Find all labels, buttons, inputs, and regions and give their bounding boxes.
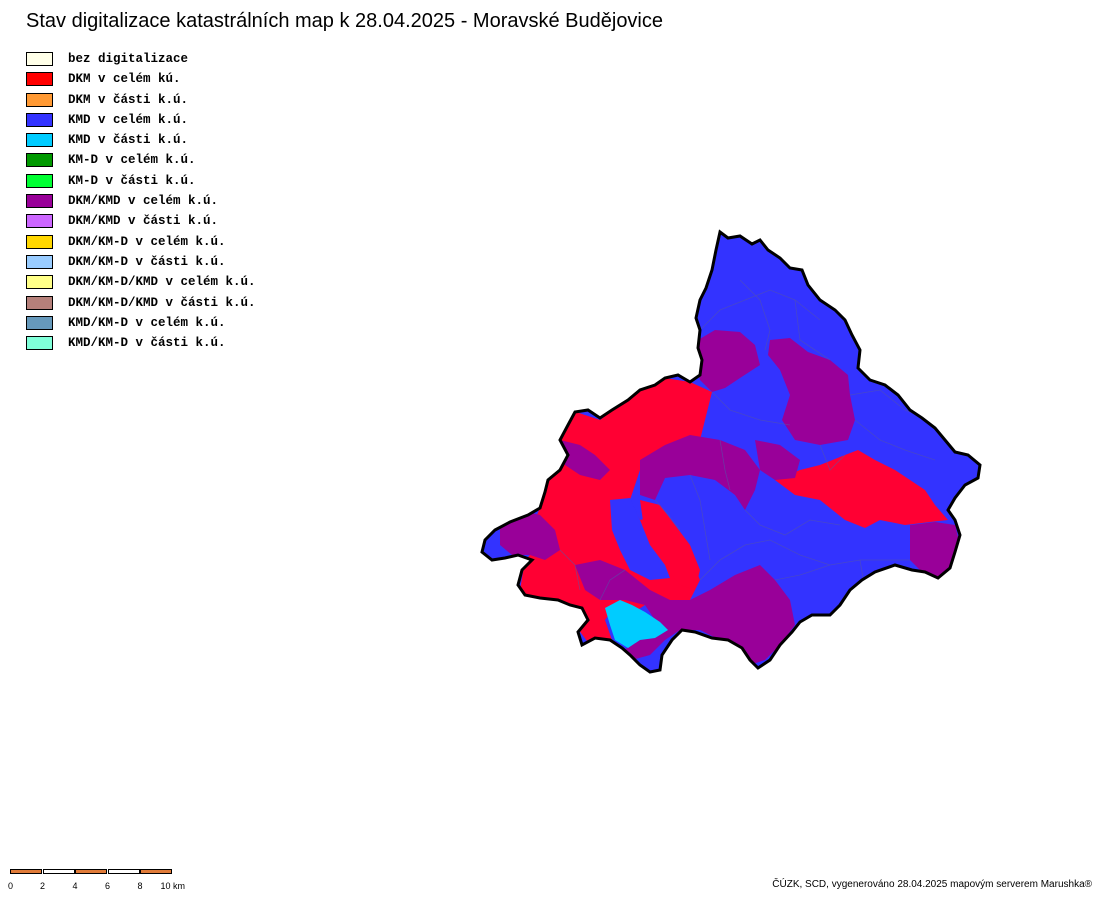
scale-tick-label: 8 [137, 881, 143, 891]
legend-swatch [26, 92, 53, 107]
region-kmd-pocket[interactable] [610, 498, 670, 580]
scale-tick-label: 4 [72, 881, 78, 891]
legend-swatch [26, 315, 53, 330]
legend-swatch [26, 275, 53, 290]
district-boundary [480, 229, 982, 674]
scale-segment [140, 869, 172, 874]
legend-swatch [26, 234, 53, 249]
region-dkm-kmd-south[interactable] [575, 560, 795, 665]
scale-segment [107, 869, 140, 874]
scale-segment [42, 869, 75, 874]
region-dkm-kmd-center[interactable] [640, 435, 760, 510]
legend-label: KMD/KM-D v části k.ú. [68, 336, 226, 351]
legend-swatch [26, 153, 53, 168]
legend-label: DKM/KM-D/KMD v celém k.ú. [68, 275, 256, 290]
legend-swatch [26, 112, 53, 127]
legend-label: KM-D v části k.ú. [68, 173, 196, 188]
scale-tick-label: 0 [8, 881, 14, 891]
legend-swatch [26, 133, 53, 148]
credits: ČÚZK, SCD, vygenerováno 28.04.2025 mapov… [772, 879, 1092, 890]
region-dkm-strip[interactable] [640, 500, 700, 590]
legend-swatch [26, 72, 53, 87]
scale-tick-label: 2 [39, 881, 46, 891]
scale-segment [75, 869, 107, 874]
scale-segment [10, 869, 42, 874]
legend-label: KMD/KM-D v celém k.ú. [68, 315, 226, 330]
region-dkm-east[interactable] [775, 450, 948, 528]
region-dkm-kmd-west[interactable] [500, 510, 560, 560]
legend-label: DKM/KM-D v celém k.ú. [68, 234, 226, 249]
legend-swatch [26, 254, 53, 269]
legend-swatch [26, 52, 53, 66]
legend-swatch [26, 214, 53, 229]
legend-label: KMD v části k.ú. [68, 133, 189, 148]
region-dkm-kmd-east[interactable] [910, 522, 960, 578]
legend-label: DKM/KM-D/KMD v části k.ú. [68, 295, 256, 310]
legend-swatch [26, 173, 53, 188]
region-dkm-kmd-north[interactable] [695, 330, 760, 392]
region-kmd-partial[interactable] [605, 600, 668, 648]
cadastral-borders [559, 279, 936, 606]
legend-label: DKM/KMD v části k.ú. [68, 214, 219, 229]
legend-swatch [26, 194, 53, 209]
legend-label: KM-D v celém k.ú. [68, 153, 196, 168]
legend-label: KMD v celém k.ú. [68, 112, 189, 127]
region-dkm-kmd-northeast[interactable] [768, 338, 855, 445]
legend-label: DKM/KMD v celém k.ú. [68, 194, 219, 209]
legend-label: DKM v celém kú. [68, 72, 181, 87]
legend-swatch [26, 336, 53, 351]
legend-swatch [26, 295, 53, 310]
region-dkm-kmd-center-east[interactable] [755, 440, 800, 480]
map-title: Stav digitalizace katastrálních map k 28… [26, 10, 664, 32]
legend-label: bez digitalizace [68, 52, 189, 66]
scale-tick-label: 6 [104, 881, 111, 891]
legend-label: DKM v části k.ú. [68, 92, 189, 107]
region-dkm-kmd-west-small[interactable] [560, 440, 610, 480]
scale-tick-label: 10 km [160, 881, 186, 891]
legend-label: DKM/KM-D v části k.ú. [68, 254, 226, 269]
